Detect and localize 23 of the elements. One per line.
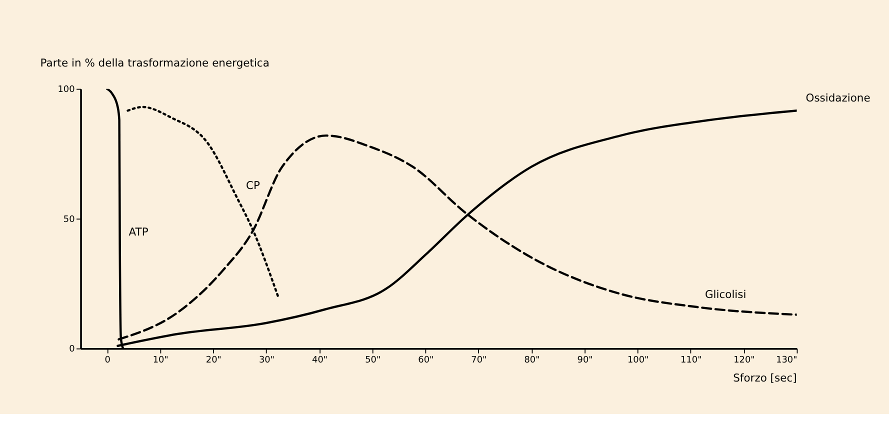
x-tick-label: 110": [680, 355, 702, 366]
y-tick-label: 100: [58, 84, 76, 95]
y-tick-label: 50: [63, 214, 76, 225]
series-label: CP: [246, 178, 261, 192]
y-tick-label: 0: [69, 344, 76, 355]
x-tick-label: 120": [734, 355, 755, 366]
series-label: Glicolisi: [704, 288, 746, 301]
x-tick-label: 90": [577, 355, 593, 366]
x-tick-label: 100": [627, 355, 649, 366]
x-tick-label: 130": [776, 355, 798, 366]
x-tick-label: 40": [312, 355, 328, 366]
x-tick-label: 60": [418, 355, 434, 366]
x-tick-label: 10": [152, 355, 168, 366]
x-tick-label: 30": [258, 355, 274, 366]
series-label: Ossidazione: [806, 92, 871, 105]
x-tick-label: 80": [524, 355, 540, 366]
x-axis-title: Sforzo [sec]: [733, 372, 797, 385]
series-label: ATP: [128, 226, 149, 239]
x-tick-label: 20": [206, 355, 222, 366]
x-tick-label: 70": [471, 355, 487, 366]
y-axis-title: Parte in % della trasformazione energetica: [40, 56, 270, 70]
x-tick-label: 0: [104, 355, 111, 366]
x-tick-label: 50": [365, 355, 381, 366]
